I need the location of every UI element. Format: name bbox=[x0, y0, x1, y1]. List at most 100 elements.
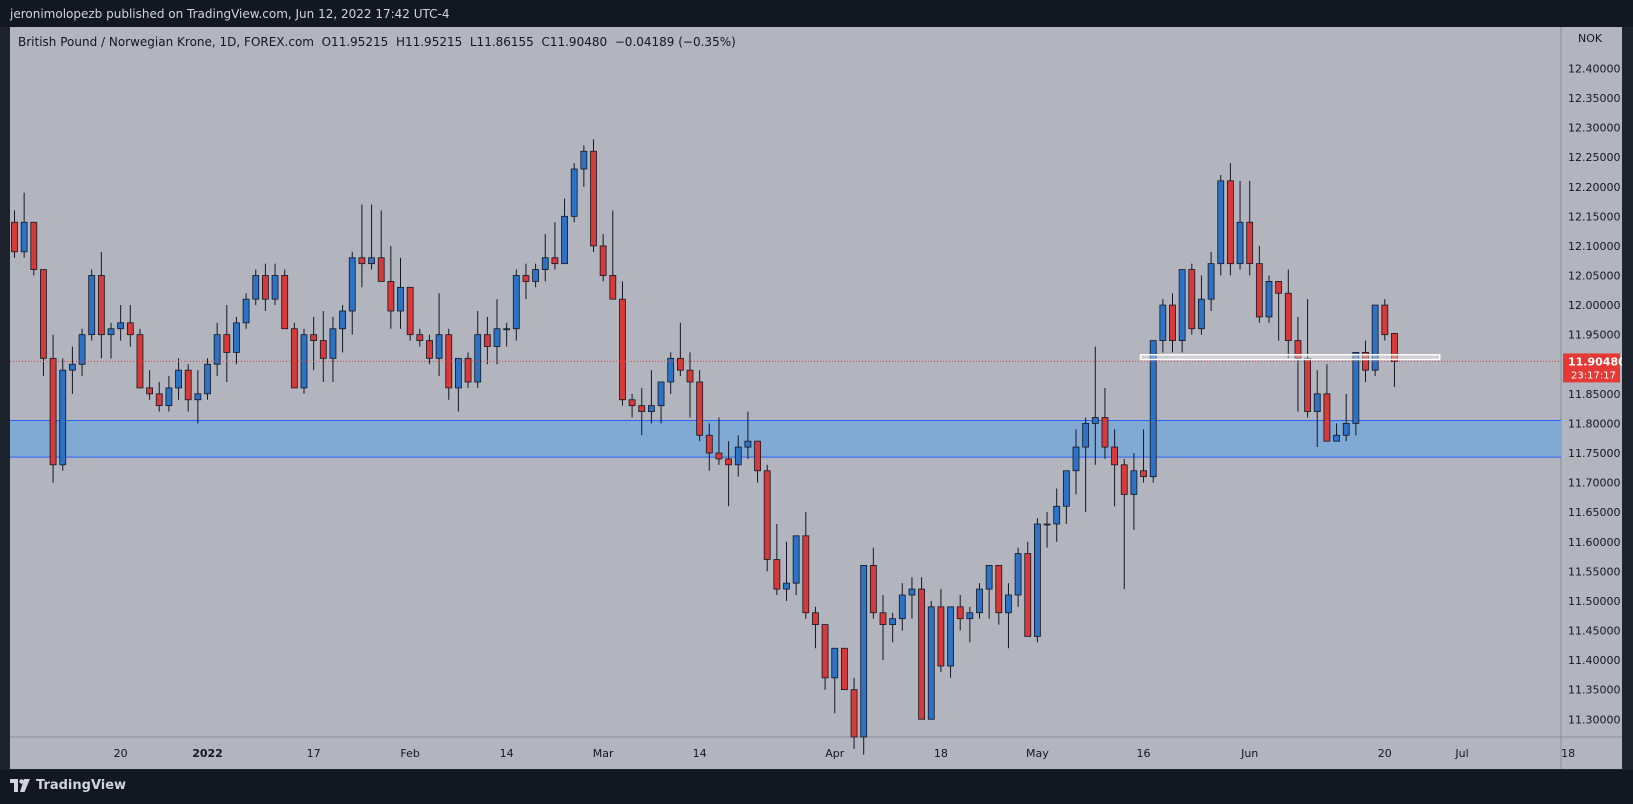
candle[interactable] bbox=[97, 251, 105, 359]
candle[interactable] bbox=[213, 322, 221, 377]
time-axis[interactable] bbox=[10, 737, 1561, 769]
candle[interactable] bbox=[580, 145, 588, 187]
candle[interactable] bbox=[821, 624, 829, 690]
candle[interactable] bbox=[1275, 281, 1283, 341]
candle[interactable] bbox=[947, 606, 954, 678]
candle[interactable] bbox=[329, 316, 337, 382]
candle[interactable] bbox=[985, 565, 993, 619]
candle[interactable] bbox=[59, 358, 67, 471]
candle[interactable] bbox=[146, 370, 154, 400]
candle[interactable] bbox=[358, 204, 366, 288]
candle[interactable] bbox=[1304, 299, 1311, 418]
candle[interactable] bbox=[1313, 370, 1321, 448]
candle[interactable] bbox=[1207, 251, 1215, 311]
candle[interactable] bbox=[734, 435, 742, 477]
candle[interactable] bbox=[88, 269, 96, 341]
candle[interactable] bbox=[686, 352, 694, 418]
candle[interactable] bbox=[966, 606, 974, 643]
candle[interactable] bbox=[271, 263, 279, 306]
candle[interactable] bbox=[1342, 393, 1350, 442]
candle[interactable] bbox=[1294, 316, 1302, 412]
candle[interactable] bbox=[976, 583, 983, 619]
candle[interactable] bbox=[1062, 470, 1070, 524]
candle[interactable] bbox=[860, 565, 868, 755]
candle[interactable] bbox=[599, 234, 607, 282]
candle[interactable] bbox=[368, 204, 375, 270]
candle[interactable] bbox=[522, 263, 530, 300]
candle[interactable] bbox=[744, 411, 752, 459]
candle[interactable] bbox=[1371, 304, 1379, 377]
candle[interactable] bbox=[184, 364, 192, 412]
candle[interactable] bbox=[40, 269, 47, 377]
candle[interactable] bbox=[995, 565, 1003, 625]
candle[interactable] bbox=[1101, 387, 1109, 459]
candle[interactable] bbox=[194, 370, 202, 424]
candle[interactable] bbox=[204, 358, 211, 400]
candle[interactable] bbox=[1323, 364, 1331, 442]
candle[interactable] bbox=[1120, 458, 1128, 590]
candle[interactable] bbox=[956, 595, 964, 631]
candle[interactable] bbox=[1111, 429, 1118, 507]
candle[interactable] bbox=[532, 263, 539, 288]
candle[interactable] bbox=[570, 163, 578, 223]
candle[interactable] bbox=[426, 334, 433, 365]
candle[interactable] bbox=[1236, 180, 1244, 270]
candle[interactable] bbox=[454, 357, 462, 412]
candle[interactable] bbox=[406, 286, 414, 341]
candle[interactable] bbox=[609, 210, 617, 300]
candle[interactable] bbox=[136, 328, 144, 389]
candlestick-chart[interactable]: 11.30000 11.35000 11.40000 11.45000 11.50000… bbox=[10, 27, 1622, 769]
candle[interactable] bbox=[638, 387, 646, 436]
candle[interactable] bbox=[512, 269, 520, 341]
candle[interactable] bbox=[261, 263, 269, 311]
candle[interactable] bbox=[503, 322, 511, 347]
candle[interactable] bbox=[387, 245, 395, 329]
candle[interactable] bbox=[1053, 488, 1061, 542]
candle[interactable] bbox=[937, 589, 945, 672]
candle[interactable] bbox=[20, 192, 28, 258]
candle[interactable] bbox=[1082, 417, 1090, 513]
candle[interactable] bbox=[464, 352, 472, 388]
candle[interactable] bbox=[1169, 293, 1176, 353]
candle[interactable] bbox=[242, 293, 250, 329]
candle[interactable] bbox=[551, 222, 559, 270]
candle[interactable] bbox=[126, 305, 134, 347]
candle[interactable] bbox=[1217, 174, 1225, 276]
candle[interactable] bbox=[1188, 263, 1196, 335]
candle[interactable] bbox=[841, 647, 848, 691]
candle[interactable] bbox=[107, 322, 115, 359]
candle[interactable] bbox=[561, 198, 568, 265]
candle[interactable] bbox=[252, 269, 260, 306]
candle[interactable] bbox=[1140, 429, 1147, 483]
candle[interactable] bbox=[223, 305, 231, 382]
candle[interactable] bbox=[667, 352, 675, 394]
candle[interactable] bbox=[1246, 180, 1254, 276]
candle[interactable] bbox=[696, 370, 704, 442]
candle[interactable] bbox=[1159, 299, 1167, 353]
candle[interactable] bbox=[908, 577, 916, 619]
plot-area[interactable] bbox=[10, 27, 1561, 737]
candle[interactable] bbox=[541, 234, 549, 282]
candle[interactable] bbox=[1381, 299, 1389, 341]
candle[interactable] bbox=[78, 328, 86, 377]
candle[interactable] bbox=[319, 311, 327, 382]
candle[interactable] bbox=[30, 221, 38, 276]
candle[interactable] bbox=[290, 322, 298, 389]
candle[interactable] bbox=[898, 583, 906, 631]
candle[interactable] bbox=[1014, 547, 1022, 607]
candle[interactable] bbox=[233, 316, 240, 365]
support-zone[interactable] bbox=[10, 420, 1561, 458]
candle[interactable] bbox=[1178, 269, 1186, 353]
candle[interactable] bbox=[725, 441, 732, 507]
candle[interactable] bbox=[416, 328, 424, 347]
candle[interactable] bbox=[339, 305, 347, 353]
candle[interactable] bbox=[676, 322, 684, 377]
candle[interactable] bbox=[657, 381, 665, 424]
candle[interactable] bbox=[628, 393, 636, 418]
candle[interactable] bbox=[754, 440, 761, 483]
resistance-box[interactable] bbox=[1139, 354, 1441, 361]
candle[interactable] bbox=[397, 257, 404, 329]
candle[interactable] bbox=[792, 535, 800, 595]
candle[interactable] bbox=[889, 612, 897, 643]
candle[interactable] bbox=[165, 376, 173, 412]
